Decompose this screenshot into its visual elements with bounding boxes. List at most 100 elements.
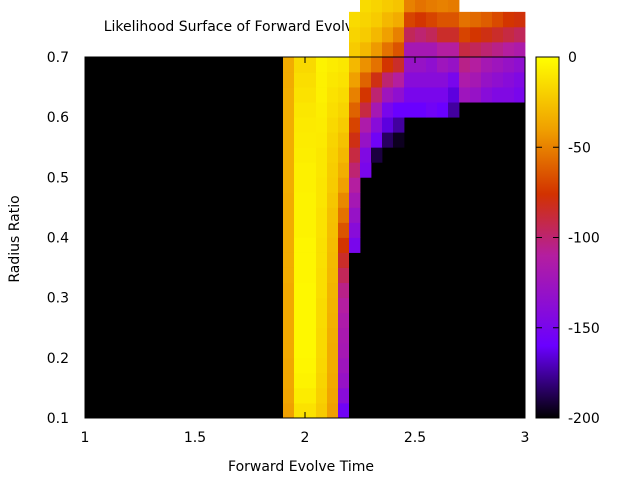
heatmap-cell xyxy=(492,26,504,43)
heatmap-cell xyxy=(437,72,449,88)
heatmap-cell xyxy=(283,357,295,374)
heatmap-cell xyxy=(426,102,438,118)
heatmap-cell xyxy=(371,102,383,118)
heatmap-cell xyxy=(294,267,317,284)
heatmap-cell xyxy=(283,267,295,284)
heatmap-cell xyxy=(327,207,339,223)
colorbar-tick-label: -100 xyxy=(568,231,600,247)
heatmap-cell xyxy=(437,11,449,28)
heatmap-cell xyxy=(514,26,526,43)
y-tick-label: 0.2 xyxy=(47,351,69,367)
colorbar-ticks: 0 -50 -100 -150 -200 xyxy=(536,50,600,427)
heatmap-cell xyxy=(283,222,295,238)
heatmap-cell xyxy=(437,0,449,13)
heatmap-cell xyxy=(448,41,460,58)
heatmap-cell xyxy=(349,72,361,88)
heatmap-cell xyxy=(349,327,361,344)
heatmap-cell xyxy=(316,147,328,163)
heatmap-cell xyxy=(338,147,350,163)
heatmap-cell xyxy=(316,312,328,329)
heatmap-cell xyxy=(393,26,405,43)
heatmap-cell xyxy=(316,387,328,404)
heatmap-cell xyxy=(294,102,317,118)
heatmap-cell xyxy=(349,387,361,404)
y-tick-label: 0.3 xyxy=(47,291,69,307)
heatmap-cell xyxy=(382,132,394,148)
heatmap-cell xyxy=(327,177,339,193)
heatmap-cell xyxy=(382,102,394,118)
heatmap-cell xyxy=(316,372,328,389)
heatmap-cell xyxy=(514,72,526,88)
colorbar: 0 -50 -100 -150 -200 xyxy=(535,50,600,427)
heatmap-cell xyxy=(283,297,295,314)
heatmap-cell xyxy=(503,26,515,43)
heatmap-cell xyxy=(349,402,361,419)
x-tick-label: 1 xyxy=(81,430,90,446)
heatmap-cell xyxy=(382,11,394,28)
heatmap-cell xyxy=(338,342,350,359)
heatmap-cell xyxy=(327,222,339,238)
heatmap-cell xyxy=(327,402,339,419)
heatmap-cell xyxy=(316,402,328,419)
heatmap-cell xyxy=(360,117,372,133)
heatmap-cell xyxy=(294,177,317,193)
heatmap-cell xyxy=(349,102,361,118)
heatmap-cell xyxy=(283,387,295,404)
heatmap-cell xyxy=(283,132,295,148)
heatmap-cell xyxy=(327,357,339,374)
heatmap-cell xyxy=(360,72,372,88)
heatmap-cell xyxy=(492,87,504,103)
heatmap-cell xyxy=(470,26,482,43)
heatmap-cell xyxy=(338,132,350,148)
heatmap-cell xyxy=(294,237,317,253)
heatmap-cell xyxy=(294,282,317,299)
y-axis-label: Radius Ratio xyxy=(7,195,23,282)
heatmap-cell xyxy=(360,87,372,103)
heatmap-cell xyxy=(294,297,317,314)
heatmap-cell xyxy=(338,387,350,404)
colorbar-tick-label: -200 xyxy=(568,411,600,427)
heatmap-cell xyxy=(393,0,405,13)
heatmap-cell xyxy=(503,41,515,58)
heatmap-cell xyxy=(470,72,482,88)
heatmap-cell xyxy=(514,11,526,28)
heatmap-cell xyxy=(382,87,394,103)
heatmap-cell xyxy=(349,207,361,223)
heatmap-cell xyxy=(327,312,339,329)
heatmap-cell xyxy=(316,87,328,103)
heatmap-cell xyxy=(470,41,482,58)
heatmap-cell xyxy=(338,192,350,208)
heatmap-cell xyxy=(338,177,350,193)
heatmap-cell xyxy=(327,237,339,253)
heatmap-cell xyxy=(448,72,460,88)
heatmap-cell xyxy=(448,26,460,43)
heatmap-cell xyxy=(382,57,394,73)
heatmap-cell xyxy=(349,11,361,28)
heatmap-cell xyxy=(349,342,361,359)
heatmap-cell xyxy=(349,192,361,208)
heatmap-cell xyxy=(316,252,328,268)
heatmap-cell xyxy=(349,237,361,253)
heatmap-cell xyxy=(459,57,471,73)
heatmap-cell xyxy=(349,267,361,284)
heatmap-cell xyxy=(327,57,339,73)
heatmap-cell xyxy=(514,57,526,73)
heatmap-cell xyxy=(349,357,361,374)
heatmap-cell xyxy=(294,132,317,148)
heatmap-cell xyxy=(371,57,383,73)
heatmap-cell xyxy=(294,147,317,163)
heatmap-cell xyxy=(481,87,493,103)
heatmap-cell xyxy=(316,357,328,374)
heatmap-cell xyxy=(327,342,339,359)
heatmap-cell xyxy=(371,132,383,148)
heatmap-cell xyxy=(360,0,372,13)
heatmap-cell xyxy=(349,57,361,73)
heatmap-cell xyxy=(404,72,416,88)
heatmap-cell xyxy=(503,72,515,88)
heatmap-cell xyxy=(349,117,361,133)
heatmap-cell xyxy=(349,132,361,148)
heatmap-cell xyxy=(294,372,317,389)
heatmap-cell xyxy=(316,117,328,133)
heatmap-cell xyxy=(338,162,350,178)
heatmap-cell xyxy=(426,26,438,43)
